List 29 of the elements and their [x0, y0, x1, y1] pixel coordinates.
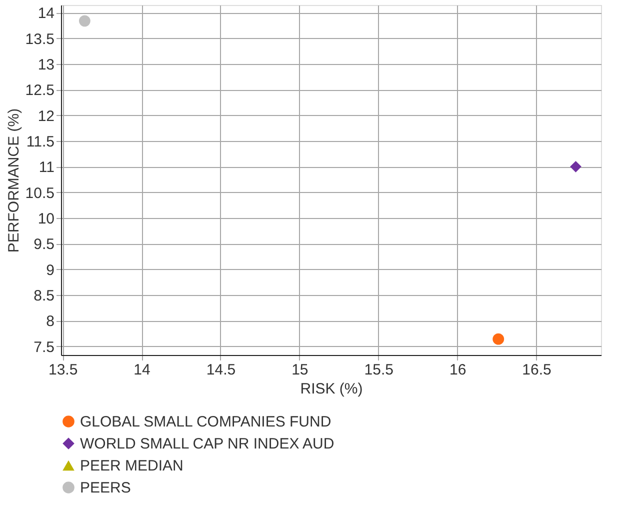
x-tick-label: 16	[449, 362, 466, 378]
y-tick-label: 14	[38, 5, 54, 22]
y-tick-label: 11	[38, 159, 54, 176]
point	[78, 15, 90, 27]
legend-label: PEER MEDIAN	[80, 458, 184, 474]
x-tick-label: 15.5	[364, 362, 394, 378]
x-tick-label: 16.5	[522, 362, 552, 378]
legend-label: PEERS	[80, 480, 131, 496]
legend-label: GLOBAL SMALL COMPANIES FUND	[80, 414, 332, 430]
y-tick-label: 13	[38, 56, 54, 74]
y-tick-label: 12.5	[25, 82, 54, 100]
y-tick-label: 9.5	[34, 236, 54, 254]
x-axis-title: RISK (%)	[300, 380, 363, 398]
x-tick-label: 14	[134, 362, 150, 378]
point	[492, 333, 504, 345]
y-axis-title: PERFORMANCE (%)	[5, 108, 22, 253]
y-tick-label: 9	[46, 262, 54, 279]
y-tick-label: 13.5	[25, 30, 54, 48]
y-tick-label: 11.5	[26, 133, 54, 150]
y-tick-label: 8	[46, 313, 54, 330]
x-tick-label: 15	[292, 362, 308, 378]
x-tick-label: 14.5	[206, 362, 236, 378]
y-tick-label: 7.5	[34, 338, 54, 356]
y-tick-label: 10	[38, 210, 54, 228]
point	[570, 160, 582, 172]
y-tick-label: 10.5	[25, 184, 54, 202]
y-tick-label: 12	[38, 108, 54, 125]
y-tick-label: 8.5	[34, 287, 54, 304]
legend-label: WORLD SMALL CAP NR INDEX AUD	[80, 436, 334, 452]
